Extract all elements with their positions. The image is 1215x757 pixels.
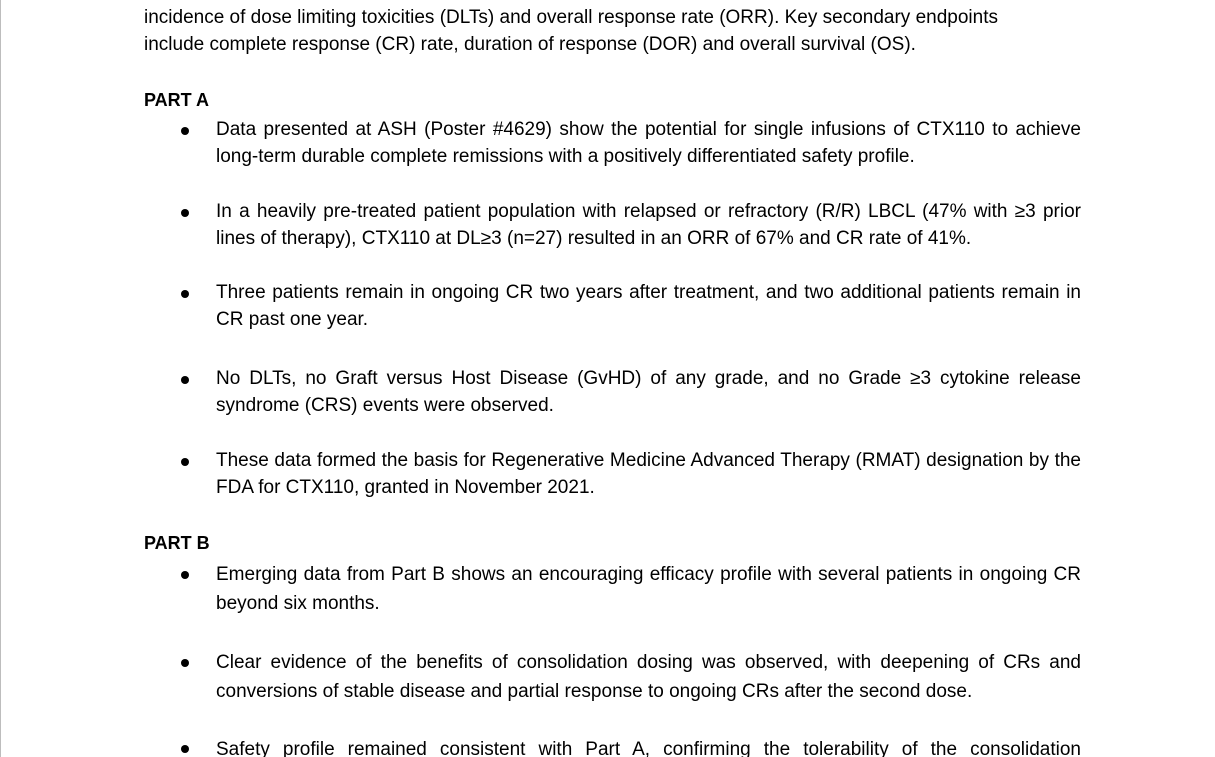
intro-line-1: incidence of dose limiting toxicities (D… <box>144 7 998 28</box>
part-a-bullet-1: Data presented at ASH (Poster #4629) sho… <box>216 119 1081 167</box>
bullet-dot <box>181 127 189 135</box>
part-a-bullet-4: No DLTs, no Graft versus Host Disease (G… <box>216 368 1081 416</box>
page-edge <box>0 0 1 757</box>
intro-paragraph: incidence of dose limiting toxicities (D… <box>144 4 1081 58</box>
bullet-dot <box>181 209 189 217</box>
part-a-bullet-2: In a heavily pre-treated patient populat… <box>216 201 1081 249</box>
part-a-bullet-5: These data formed the basis for Regenera… <box>216 450 1081 498</box>
part-b-bullet-2: Clear evidence of the benefits of consol… <box>216 652 1081 702</box>
part-b-bullet-1: Emerging data from Part B shows an encou… <box>216 564 1081 614</box>
bullet-dot <box>181 376 189 384</box>
bullet-dot <box>181 659 189 667</box>
part-a-bullet-3: Three patients remain in ongoing CR two … <box>216 282 1081 330</box>
part-b-bullet-3: Safety profile remained consistent with … <box>216 739 1081 757</box>
bullet-dot <box>181 290 189 298</box>
bullet-dot <box>181 571 189 579</box>
bullet-dot <box>181 745 189 753</box>
bullet-dot <box>181 458 189 466</box>
part-b-heading: PART B <box>144 533 210 553</box>
part-a-heading: PART A <box>144 90 209 110</box>
intro-line-2: include complete response (CR) rate, dur… <box>144 34 916 55</box>
